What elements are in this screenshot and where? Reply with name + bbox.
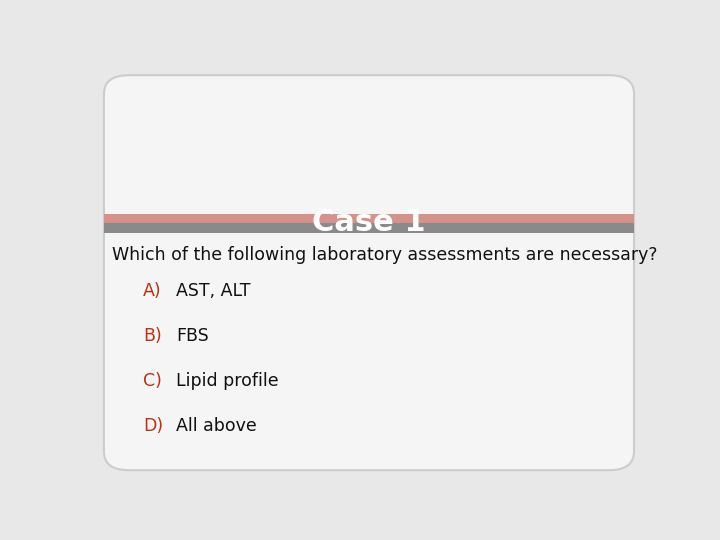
Text: Which of the following laboratory assessments are necessary?: Which of the following laboratory assess…: [112, 246, 658, 264]
FancyBboxPatch shape: [104, 75, 634, 470]
Bar: [104, 223, 634, 233]
Bar: [104, 214, 634, 223]
Text: Case 1: Case 1: [312, 208, 426, 237]
Text: A): A): [143, 282, 161, 300]
Text: D): D): [143, 417, 163, 435]
Text: All above: All above: [176, 417, 257, 435]
Text: Lipid profile: Lipid profile: [176, 372, 279, 390]
Text: C): C): [143, 372, 162, 390]
Text: FBS: FBS: [176, 327, 210, 345]
Text: B): B): [143, 327, 162, 345]
Text: AST, ALT: AST, ALT: [176, 282, 251, 300]
